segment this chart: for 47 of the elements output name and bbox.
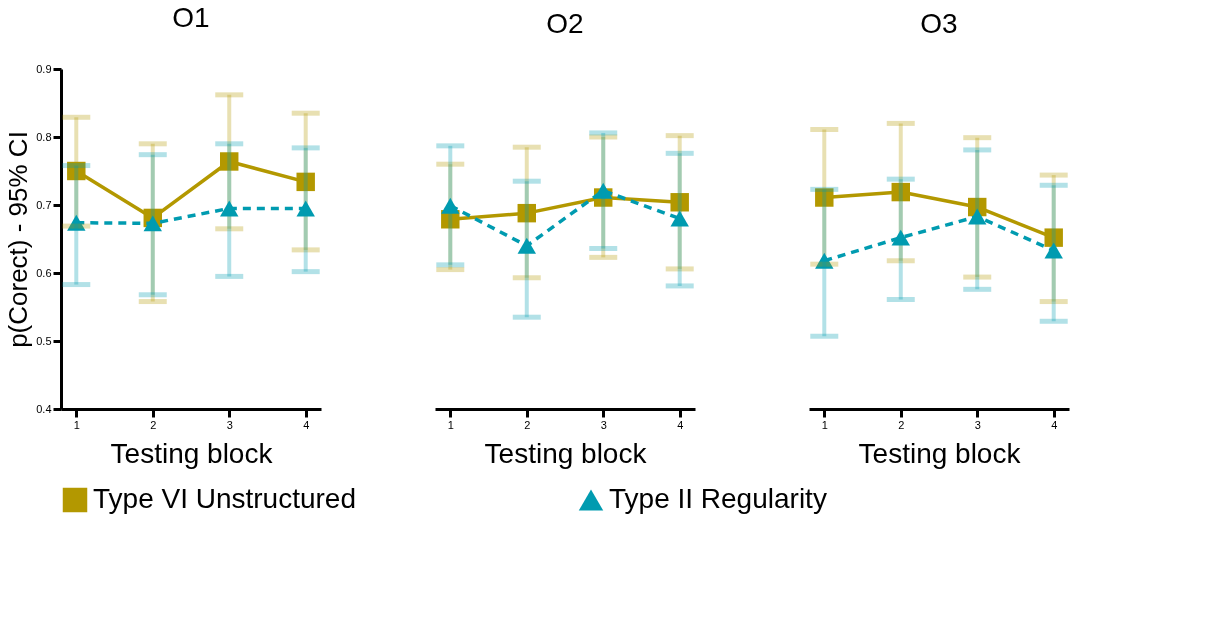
chart-title: O2 [546,8,584,39]
point [220,200,239,217]
x-tick-label: 1 [73,418,80,431]
chart-title: O1 [172,2,210,33]
x-tick-label: 2 [150,418,157,431]
x-tick-label: 4 [1051,418,1058,431]
x-tick-label: 2 [524,418,531,431]
x-tick-label: 3 [974,418,981,431]
point [815,188,834,207]
y-axis-title: p(Corect) - 95% CI [3,131,34,348]
point [67,161,86,181]
point [891,182,910,202]
point [517,237,536,254]
point [670,193,689,212]
x-tick-label: 4 [303,418,310,431]
legend-label: Type II Regularity [609,483,827,514]
y-tick-label: 0.6 [36,266,52,279]
point [1044,228,1063,247]
x-tick-label: 3 [226,418,233,431]
x-tick-label: 3 [600,418,607,431]
point [891,229,910,246]
x-axis-title: Testing block [110,437,274,469]
point [220,152,239,171]
legend-label: Type VI Unstructured [93,483,357,514]
point [296,172,315,192]
point [67,214,86,231]
y-tick-label: 0.8 [36,130,52,143]
point [517,203,536,223]
point [670,210,689,227]
x-axis-title: Testing block [858,437,1022,469]
point [1044,242,1063,259]
point [815,252,834,269]
point [143,215,162,232]
point [296,200,315,217]
y-tick-label: 0.9 [36,62,52,75]
chart-title: O3 [920,8,958,39]
point [594,182,613,199]
y-tick-label: 0.5 [36,334,52,347]
x-axis-title: Testing block [484,437,648,469]
y-tick-label: 0.4 [36,402,52,415]
x-tick-label: 2 [898,418,905,431]
y-tick-label: 0.7 [36,198,52,211]
point [968,208,987,225]
x-tick-label: 4 [677,418,684,431]
point [441,197,460,214]
x-tick-label: 1 [821,418,828,431]
x-tick-label: 1 [447,418,454,431]
